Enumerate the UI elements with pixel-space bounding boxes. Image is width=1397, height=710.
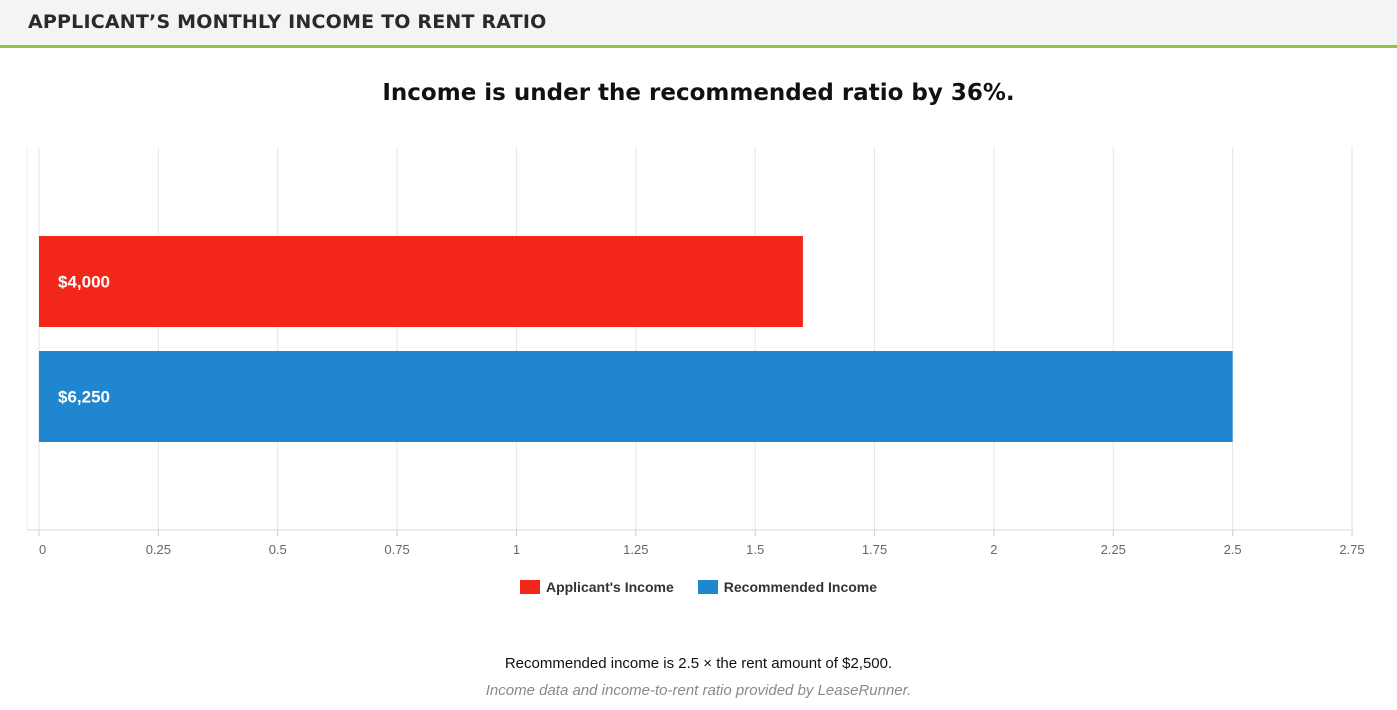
x-tick-label: 1.25 xyxy=(623,542,648,557)
x-tick-label: 2.75 xyxy=(1339,542,1364,557)
x-tick-label: 1 xyxy=(513,542,520,557)
x-tick-label: 0 xyxy=(39,542,46,557)
x-tick-label: 0.75 xyxy=(384,542,409,557)
x-tick-label: 1.75 xyxy=(862,542,887,557)
x-tick-label: 0.25 xyxy=(146,542,171,557)
legend-swatch-applicant xyxy=(519,580,540,594)
chart-headline: Income is under the recommended ratio by… xyxy=(382,80,1015,106)
bar-recommended-income xyxy=(39,351,1233,442)
data-label-applicant: $4,000 xyxy=(58,273,110,292)
recommendation-note: Recommended income is 2.5 × the rent amo… xyxy=(504,655,893,672)
bar-applicant-income xyxy=(39,236,803,327)
x-tick-label: 2 xyxy=(990,542,997,557)
legend-label-applicant: Applicant's Income xyxy=(545,579,674,595)
legend-label-recommended: Recommended Income xyxy=(723,579,878,595)
section-title: APPLICANT’S MONTHLY INCOME TO RENT RATIO xyxy=(28,11,547,33)
legend-item-recommended[interactable]: Recommended Income xyxy=(697,579,878,595)
section-header: APPLICANT’S MONTHLY INCOME TO RENT RATIO xyxy=(0,0,1397,48)
x-tick-label: 0.5 xyxy=(269,542,287,557)
data-label-recommended: $6,250 xyxy=(58,388,110,407)
legend-item-applicant[interactable]: Applicant's Income xyxy=(519,579,674,595)
chart-legend: Applicant's Income Recommended Income xyxy=(0,579,1397,595)
x-tick-label: 1.5 xyxy=(746,542,764,557)
x-tick-label: 2.25 xyxy=(1101,542,1126,557)
x-tick-label: 2.5 xyxy=(1224,542,1242,557)
legend-swatch-recommended xyxy=(697,580,718,594)
data-credit: Income data and income-to-rent ratio pro… xyxy=(485,682,912,699)
